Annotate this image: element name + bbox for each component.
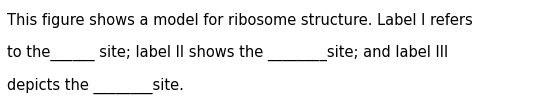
Text: to the______ site; label II shows the ________site; and label III: to the______ site; label II shows the __… bbox=[7, 44, 448, 61]
Text: depicts the ________site.: depicts the ________site. bbox=[7, 78, 184, 94]
Text: This figure shows a model for ribosome structure. Label I refers: This figure shows a model for ribosome s… bbox=[7, 14, 473, 28]
